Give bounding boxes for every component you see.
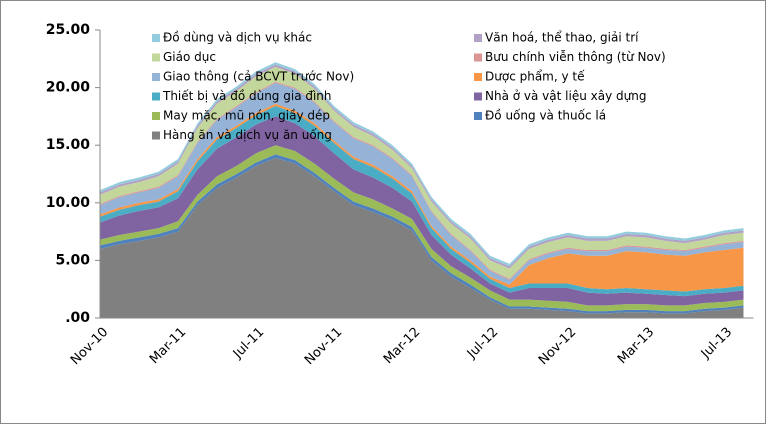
legend-swatch	[474, 53, 482, 62]
legend-label: May mặc, mũ nón, giầy dép	[163, 109, 330, 123]
legend-label: Nhà ở và vật liệu xây dựng	[485, 89, 646, 103]
legend-swatch	[152, 92, 160, 101]
legend-label: Hàng ăn và dịch vụ ăn uống	[163, 128, 332, 142]
legend-label: Thiết bị và đồ dùng gia đình	[162, 89, 332, 103]
y-tick-label: .00	[65, 310, 90, 326]
y-tick-label: 20.00	[46, 80, 91, 96]
legend-swatch	[474, 112, 482, 120]
legend-swatch	[152, 73, 160, 81]
legend-swatch	[152, 131, 160, 140]
legend-label: Giao thông (cả BCVT trước Nov)	[163, 70, 354, 84]
area	[100, 157, 744, 318]
y-tick-label: 25.00	[46, 22, 91, 38]
legend-swatch	[474, 34, 482, 42]
legend-label: Dược phẩm, y tế	[485, 70, 585, 84]
legend-label: Giáo dục	[163, 50, 216, 64]
legend-swatch	[152, 53, 160, 62]
legend-label: Bưu chính viễn thông (từ Nov)	[485, 50, 666, 64]
legend-swatch	[152, 112, 160, 120]
legend-swatch	[152, 34, 160, 42]
y-tick-label: 5.00	[55, 252, 90, 268]
legend-label: Đồ uống và thuốc lá	[485, 109, 606, 123]
legend-swatch	[474, 92, 482, 101]
y-tick-label: 15.00	[46, 137, 91, 153]
legend-swatch	[474, 73, 482, 81]
y-tick-label: 10.00	[46, 195, 91, 211]
area	[100, 103, 744, 292]
legend-label: Văn hoá, thể thao, giải trí	[485, 31, 639, 45]
legend-label: Đồ dùng và dịch vụ khác	[163, 31, 312, 45]
